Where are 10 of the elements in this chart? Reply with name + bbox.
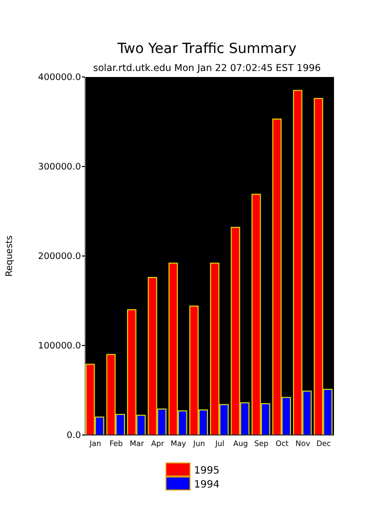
y-tick-label: 200000.0: [38, 252, 82, 262]
y-tick-label: 100000.0: [38, 342, 82, 352]
y-tick-label: 400000.0: [38, 73, 82, 84]
y-tick-label: 0.0: [66, 431, 82, 442]
chart-title: Two Year Traffic Summary: [116, 41, 296, 57]
legend-label: 1995: [194, 466, 220, 476]
legend-label: 1994: [194, 480, 220, 490]
chart-subtitle: solar.rtd.utk.edu Mon Jan 22 07:02:45 EST 1996: [93, 63, 321, 74]
y-tick-label: 300000.0: [38, 162, 82, 173]
y-axis-title: Requests: [5, 235, 15, 277]
